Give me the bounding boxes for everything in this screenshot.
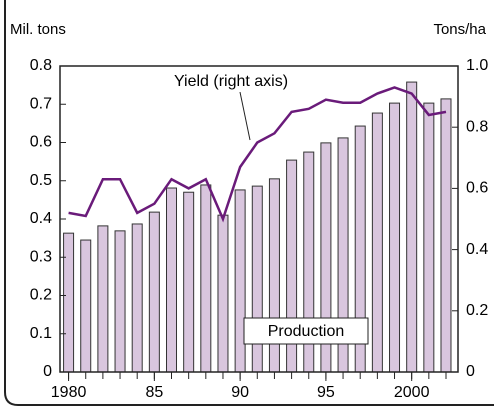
bar [131,223,143,373]
annotation-leader [239,91,251,141]
y-tick-label: 0.5 [30,172,52,189]
bar [148,211,160,373]
yield-line [68,86,447,223]
bar [389,102,401,373]
y-tick-label: 0.7 [30,95,52,112]
annotation-bg [155,70,307,92]
y2-tick-label: 0.8 [466,118,488,135]
annotation: Production [268,323,345,340]
y2-tick-label: 1.0 [466,57,488,74]
bar [114,230,126,373]
bar [371,112,383,373]
y-tick-label: 0.1 [30,325,52,342]
x-tick-label: 85 [145,384,163,401]
y-tick-label: 0 [43,363,52,380]
y-tick-label: 0.3 [30,248,52,265]
y-tick-label: 0.2 [30,287,52,304]
bar [406,81,418,373]
bar [97,225,109,373]
y2-tick-label: 0.4 [466,241,488,258]
y-tick-label: 0.4 [30,210,52,227]
bar [440,98,452,373]
bar [166,187,178,373]
y-axis-label: Mil. tons [10,21,66,38]
production-box [243,317,369,345]
y-tick-label: 0.6 [30,134,52,151]
bar [63,232,75,373]
frame [4,0,494,406]
bar [217,214,229,373]
annotation: Yield (right axis) [174,73,288,90]
bar [200,184,212,373]
x-tick-label: 90 [231,384,249,401]
y2-tick-label: 0 [466,363,475,380]
y2-axis-label: Tons/ha [433,21,486,38]
bar [234,189,246,373]
bar [423,102,435,373]
x-tick-label: 1980 [51,384,87,401]
bar [80,239,92,373]
y-tick-label: 0.8 [30,57,52,74]
x-tick-label: 95 [317,384,335,401]
y2-tick-label: 0.6 [466,180,488,197]
x-tick-label: 2000 [394,384,430,401]
bar [183,191,195,373]
y2-tick-label: 0.2 [466,302,488,319]
